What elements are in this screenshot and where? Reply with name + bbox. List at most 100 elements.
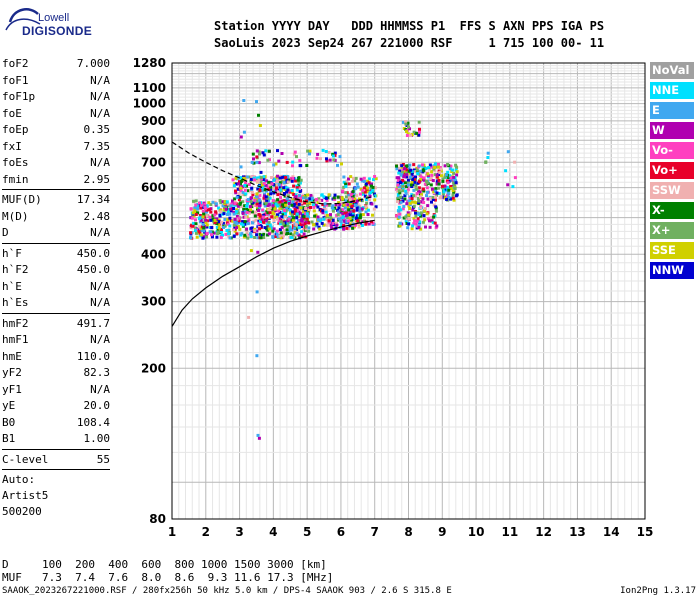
echo-point	[294, 193, 298, 197]
echo-point	[253, 236, 257, 239]
echo-point	[277, 159, 281, 163]
echo-point	[199, 233, 203, 237]
autoscaling-line: 500200	[2, 505, 42, 518]
echo-point	[267, 199, 271, 203]
echo-point	[416, 197, 420, 200]
echo-point	[338, 214, 342, 217]
echo-point	[219, 201, 223, 205]
param-divider	[2, 242, 110, 244]
echo-point	[404, 120, 408, 124]
echo-point	[242, 215, 246, 219]
echo-point	[272, 227, 276, 231]
legend-item-w: W	[650, 122, 694, 139]
echo-point	[282, 186, 286, 190]
echo-point	[341, 202, 344, 206]
echo-point	[265, 219, 269, 223]
echo-point	[409, 175, 413, 179]
echo-point	[276, 235, 280, 239]
echo-point	[278, 206, 282, 210]
echo-point	[245, 211, 249, 214]
echo-point	[281, 213, 285, 217]
echo-point	[321, 203, 325, 207]
legend-item-nne: NNE	[650, 82, 694, 99]
echo-point	[344, 185, 348, 188]
echo-point	[246, 222, 250, 226]
echo-point	[222, 208, 226, 212]
param-divider	[2, 312, 110, 314]
echo-point	[217, 226, 221, 230]
echo-point	[226, 210, 230, 214]
echo-point	[334, 203, 338, 207]
echo-point	[413, 180, 417, 184]
echo-point	[340, 222, 344, 226]
echo-point	[253, 178, 256, 182]
header-values: SaoLuis 2023 Sep24 267 221000 RSF 1 715 …	[214, 36, 605, 50]
echo-point	[189, 207, 193, 211]
echo-point	[452, 190, 456, 194]
echo-point	[261, 178, 265, 181]
echo-point	[291, 164, 294, 168]
echo-point	[423, 207, 427, 211]
echo-point	[217, 206, 221, 210]
echo-point	[293, 212, 297, 216]
param-value: 2.95	[83, 172, 111, 186]
y-tick-label: 600	[141, 181, 166, 195]
param-row: foEs N/A	[2, 155, 110, 172]
echo-point	[443, 184, 447, 188]
echo-point	[433, 162, 437, 166]
echo-point	[257, 206, 261, 210]
echo-point	[239, 205, 243, 209]
echo-point	[232, 223, 236, 227]
echo-point	[189, 226, 193, 230]
echo-point	[311, 198, 315, 202]
echo-point	[351, 194, 355, 198]
param-value: N/A	[90, 226, 110, 239]
echo-point	[278, 181, 282, 185]
echo-point	[193, 226, 197, 230]
echo-point	[297, 180, 301, 184]
echo-point	[247, 218, 251, 222]
x-tick-label: 5	[303, 525, 311, 539]
echo-point	[412, 222, 416, 226]
echo-point	[338, 155, 342, 159]
echo-point	[451, 189, 455, 193]
echo-point	[412, 204, 416, 208]
echo-point	[351, 201, 355, 205]
echo-point	[455, 173, 459, 177]
echo-point	[371, 185, 375, 189]
echo-point	[201, 236, 205, 240]
echo-point	[434, 205, 438, 209]
echo-point	[249, 226, 253, 230]
echo-point	[364, 194, 367, 198]
echo-point	[398, 221, 402, 225]
echo-point	[256, 236, 260, 240]
echo-point	[336, 195, 340, 199]
param-name: hmF1	[2, 333, 29, 346]
echo-point	[402, 171, 406, 175]
echo-point	[282, 215, 286, 219]
echo-point	[346, 219, 350, 223]
echo-point	[330, 206, 334, 210]
echo-point	[359, 187, 363, 191]
echo-point	[258, 232, 262, 236]
echo-point	[437, 182, 441, 186]
x-tick-label: 9	[438, 525, 446, 539]
echo-point	[286, 194, 290, 198]
echo-point	[271, 229, 275, 233]
echo-point	[194, 218, 197, 222]
echo-point	[449, 185, 453, 188]
echo-point	[256, 250, 260, 254]
echo-point	[267, 149, 271, 153]
legend-item-ssw: SSW	[650, 182, 694, 199]
echo-point	[255, 192, 259, 196]
echo-point	[452, 171, 456, 175]
echo-point	[220, 230, 223, 234]
echo-point	[296, 178, 300, 182]
echo-point	[236, 187, 240, 191]
echo-point	[308, 152, 311, 156]
param-row: h`E N/A	[2, 279, 110, 296]
echo-point	[356, 216, 360, 220]
echo-point	[279, 231, 283, 235]
echo-point	[194, 210, 198, 214]
echo-point	[275, 215, 279, 219]
